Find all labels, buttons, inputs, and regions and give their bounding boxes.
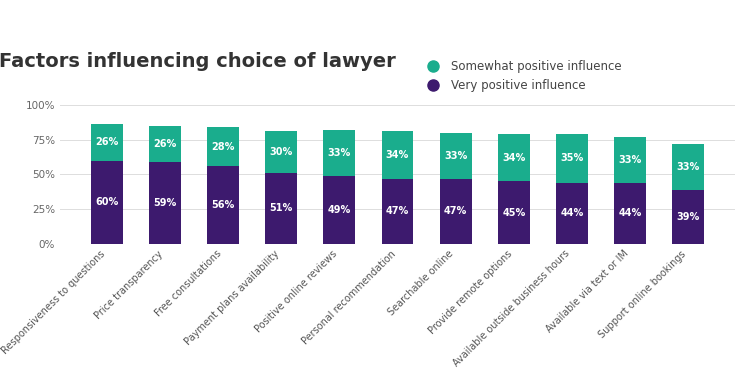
Text: 47%: 47% [386, 206, 410, 216]
Bar [266, 131, 297, 173]
Bar [266, 173, 297, 244]
Bar [614, 137, 646, 183]
Bar [382, 131, 413, 178]
Text: 51%: 51% [269, 203, 292, 213]
Text: Factors influencing choice of lawyer: Factors influencing choice of lawyer [0, 52, 396, 71]
Text: 45%: 45% [503, 207, 526, 218]
Bar [207, 127, 239, 166]
Bar [556, 134, 588, 183]
Bar [672, 190, 704, 244]
Bar [614, 183, 646, 244]
Bar [207, 166, 239, 244]
Text: 44%: 44% [560, 208, 584, 218]
Text: 35%: 35% [560, 153, 584, 164]
Legend: Somewhat positive influence, Very positive influence: Somewhat positive influence, Very positi… [417, 56, 626, 97]
Text: 60%: 60% [95, 197, 118, 207]
Text: 26%: 26% [95, 138, 118, 147]
Text: 59%: 59% [153, 198, 176, 208]
Text: 56%: 56% [211, 200, 235, 210]
Bar [672, 144, 704, 190]
Bar [91, 160, 123, 244]
Text: 34%: 34% [386, 150, 410, 160]
Bar [498, 182, 530, 244]
Text: 26%: 26% [153, 139, 176, 149]
Bar [556, 183, 588, 244]
Text: 33%: 33% [619, 155, 642, 165]
Text: 49%: 49% [328, 205, 351, 215]
Text: 28%: 28% [211, 142, 235, 152]
Text: 33%: 33% [328, 148, 351, 158]
Bar [323, 176, 356, 244]
Bar [148, 126, 181, 162]
Bar [498, 134, 530, 182]
Bar [323, 130, 356, 176]
Text: 39%: 39% [676, 212, 700, 222]
Text: 33%: 33% [676, 162, 700, 172]
Bar [440, 178, 472, 244]
Bar [148, 162, 181, 244]
Bar [91, 124, 123, 160]
Text: 47%: 47% [444, 206, 467, 216]
Bar [440, 133, 472, 178]
Text: 34%: 34% [503, 153, 526, 163]
Text: 30%: 30% [269, 147, 292, 157]
Bar [382, 178, 413, 244]
Text: 33%: 33% [444, 151, 467, 160]
Text: 44%: 44% [619, 208, 642, 218]
